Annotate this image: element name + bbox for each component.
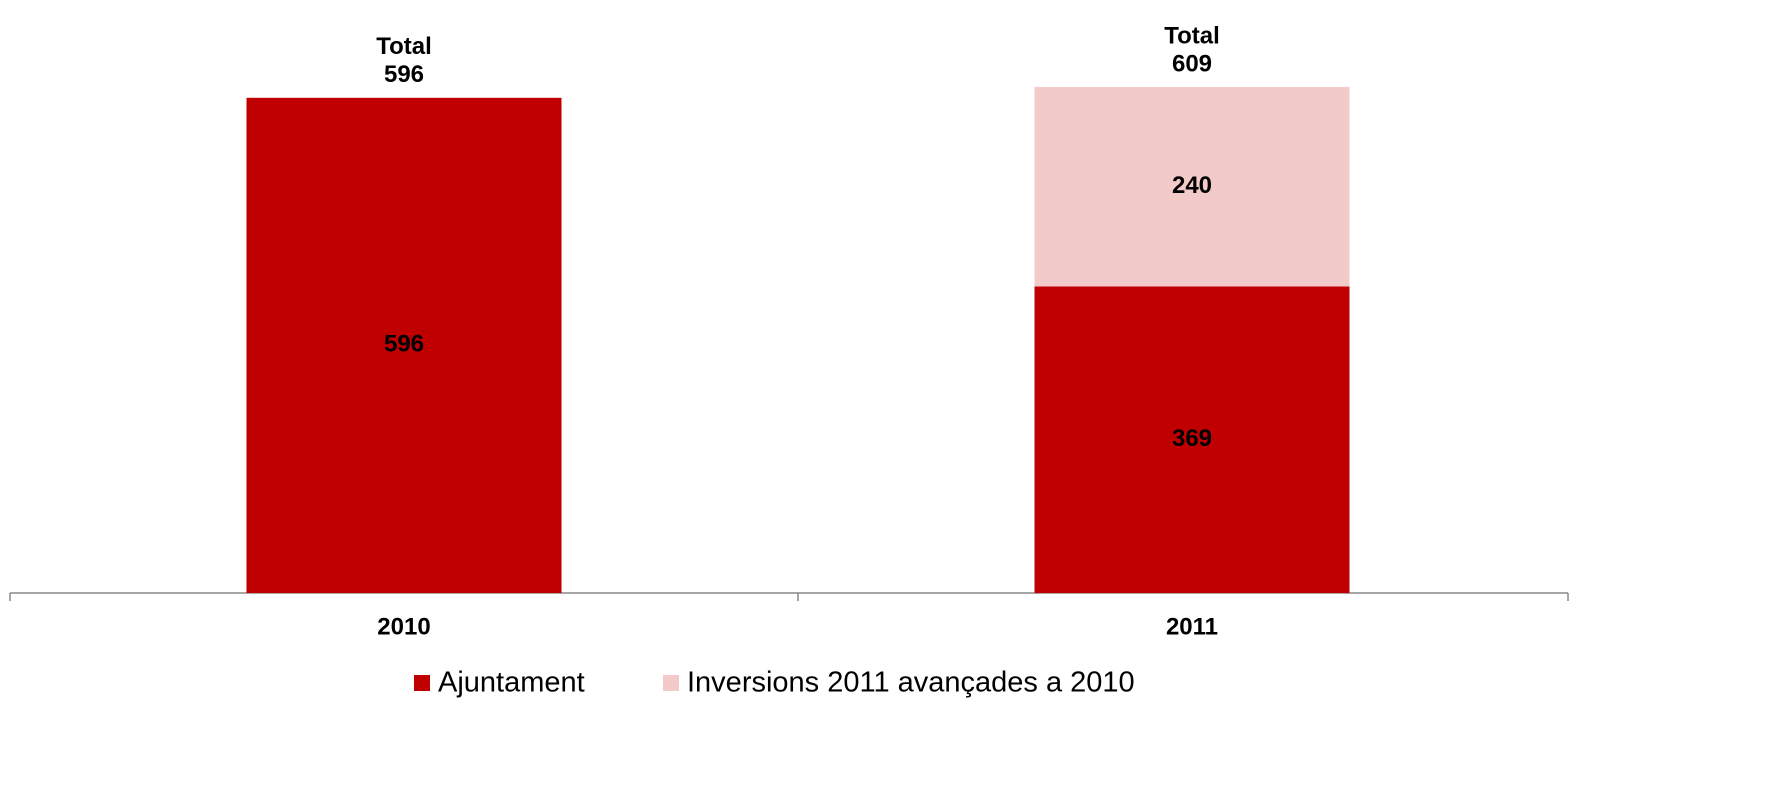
legend-label: Ajuntament bbox=[438, 667, 585, 699]
bar-segment bbox=[246, 97, 562, 593]
legend-swatch bbox=[663, 675, 679, 691]
total-label: Total bbox=[1164, 22, 1220, 49]
bar-segment bbox=[1034, 87, 1350, 287]
x-tick-label: 2011 bbox=[1166, 613, 1218, 640]
legend-swatch bbox=[414, 675, 430, 691]
legend-label: Inversions 2011 avançades a 2010 bbox=[687, 667, 1135, 699]
data-label: 240 bbox=[1172, 172, 1212, 199]
data-label: 369 bbox=[1172, 425, 1212, 452]
x-tick-label: 2010 bbox=[377, 613, 430, 640]
total-value: 596 bbox=[384, 61, 424, 88]
total-value: 609 bbox=[1172, 50, 1212, 77]
data-label: 596 bbox=[384, 331, 424, 358]
total-label: Total bbox=[376, 33, 432, 60]
bar-segment bbox=[1034, 286, 1350, 593]
